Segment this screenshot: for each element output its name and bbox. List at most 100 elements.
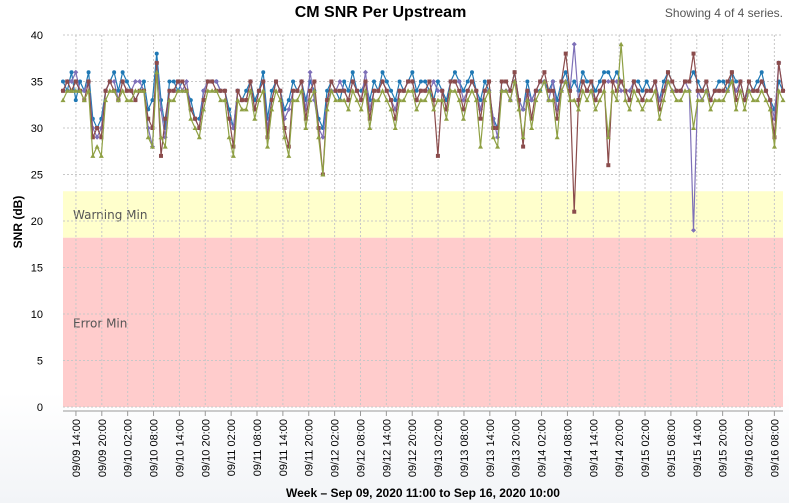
data-point[interactable] xyxy=(307,97,313,103)
data-point[interactable] xyxy=(563,70,568,75)
data-point[interactable] xyxy=(325,88,330,93)
data-point[interactable] xyxy=(759,88,765,93)
data-point[interactable] xyxy=(269,98,274,103)
data-point[interactable] xyxy=(533,88,538,93)
data-point[interactable] xyxy=(124,97,130,103)
data-point[interactable] xyxy=(755,79,760,84)
data-point[interactable] xyxy=(316,134,322,140)
data-point[interactable] xyxy=(555,116,560,121)
data-point[interactable] xyxy=(712,88,717,93)
data-point[interactable] xyxy=(542,70,547,75)
data-point[interactable] xyxy=(422,97,428,103)
data-point[interactable] xyxy=(423,88,428,93)
data-point[interactable] xyxy=(717,79,722,84)
data-point[interactable] xyxy=(81,97,87,103)
data-point[interactable] xyxy=(469,79,474,84)
data-point[interactable] xyxy=(435,97,441,103)
data-point[interactable] xyxy=(222,88,227,93)
data-point[interactable] xyxy=(341,97,347,103)
data-point[interactable] xyxy=(406,79,411,84)
data-point[interactable] xyxy=(145,134,151,140)
data-point[interactable] xyxy=(107,79,112,84)
data-point[interactable] xyxy=(440,88,445,93)
data-point[interactable] xyxy=(397,97,403,103)
data-point[interactable] xyxy=(750,97,756,103)
data-point[interactable] xyxy=(771,144,777,149)
data-point[interactable] xyxy=(61,79,65,84)
data-point[interactable] xyxy=(397,88,402,93)
data-point[interactable] xyxy=(171,88,176,93)
data-point[interactable] xyxy=(605,79,611,84)
data-point[interactable] xyxy=(580,88,586,93)
data-point[interactable] xyxy=(359,98,364,103)
data-point[interactable] xyxy=(350,88,356,93)
data-point[interactable] xyxy=(350,70,355,75)
data-point[interactable] xyxy=(495,126,500,130)
data-point[interactable] xyxy=(410,79,415,84)
data-point[interactable] xyxy=(772,135,777,140)
data-point[interactable] xyxy=(243,106,249,112)
data-point[interactable] xyxy=(614,70,619,75)
data-point[interactable] xyxy=(456,79,462,84)
data-point[interactable] xyxy=(695,97,701,103)
data-point[interactable] xyxy=(401,97,407,103)
data-point[interactable] xyxy=(648,97,654,103)
data-point[interactable] xyxy=(627,98,632,103)
data-point[interactable] xyxy=(380,88,386,93)
data-point[interactable] xyxy=(606,163,611,168)
data-point[interactable] xyxy=(384,88,389,93)
data-point[interactable] xyxy=(196,134,202,140)
data-point[interactable] xyxy=(98,153,104,158)
data-point[interactable] xyxy=(295,88,300,93)
data-point[interactable] xyxy=(742,106,748,112)
data-point[interactable] xyxy=(73,69,79,75)
data-point[interactable] xyxy=(605,134,611,140)
data-point[interactable] xyxy=(269,88,274,93)
data-point[interactable] xyxy=(90,135,95,140)
data-point[interactable] xyxy=(725,79,730,84)
data-point[interactable] xyxy=(618,88,624,94)
data-point[interactable] xyxy=(61,88,65,93)
data-point[interactable] xyxy=(73,88,79,93)
data-point[interactable] xyxy=(742,98,747,103)
data-point[interactable] xyxy=(137,79,143,84)
data-point[interactable] xyxy=(320,172,326,177)
data-point[interactable] xyxy=(260,88,266,93)
data-point[interactable] xyxy=(95,126,100,130)
data-point[interactable] xyxy=(525,79,530,84)
data-point[interactable] xyxy=(132,79,138,84)
data-point[interactable] xyxy=(137,88,143,93)
data-point[interactable] xyxy=(460,116,466,121)
data-point[interactable] xyxy=(619,79,624,84)
data-point[interactable] xyxy=(264,144,270,149)
data-point[interactable] xyxy=(230,153,236,158)
data-point[interactable] xyxy=(686,88,692,93)
data-point[interactable] xyxy=(461,107,466,112)
data-point[interactable] xyxy=(423,79,428,84)
data-point[interactable] xyxy=(124,88,129,93)
data-point[interactable] xyxy=(252,116,258,121)
data-point[interactable] xyxy=(86,70,91,75)
data-point[interactable] xyxy=(286,98,291,103)
data-point[interactable] xyxy=(495,134,501,140)
data-point[interactable] xyxy=(167,97,173,103)
data-point[interactable] xyxy=(60,97,66,103)
data-point[interactable] xyxy=(179,88,185,93)
data-point[interactable] xyxy=(508,88,513,93)
data-point[interactable] xyxy=(695,88,700,93)
data-point[interactable] xyxy=(201,88,207,94)
data-point[interactable] xyxy=(77,88,83,93)
data-point[interactable] xyxy=(767,106,773,112)
data-point[interactable] xyxy=(414,88,419,93)
data-point[interactable] xyxy=(358,106,364,112)
data-point[interactable] xyxy=(393,98,398,103)
data-point[interactable] xyxy=(111,79,117,84)
data-point[interactable] xyxy=(94,134,100,140)
data-point[interactable] xyxy=(708,98,713,103)
data-point[interactable] xyxy=(64,88,70,93)
data-point[interactable] xyxy=(409,88,415,93)
data-point[interactable] xyxy=(559,79,564,84)
data-point[interactable] xyxy=(754,97,760,103)
data-point[interactable] xyxy=(537,88,543,93)
